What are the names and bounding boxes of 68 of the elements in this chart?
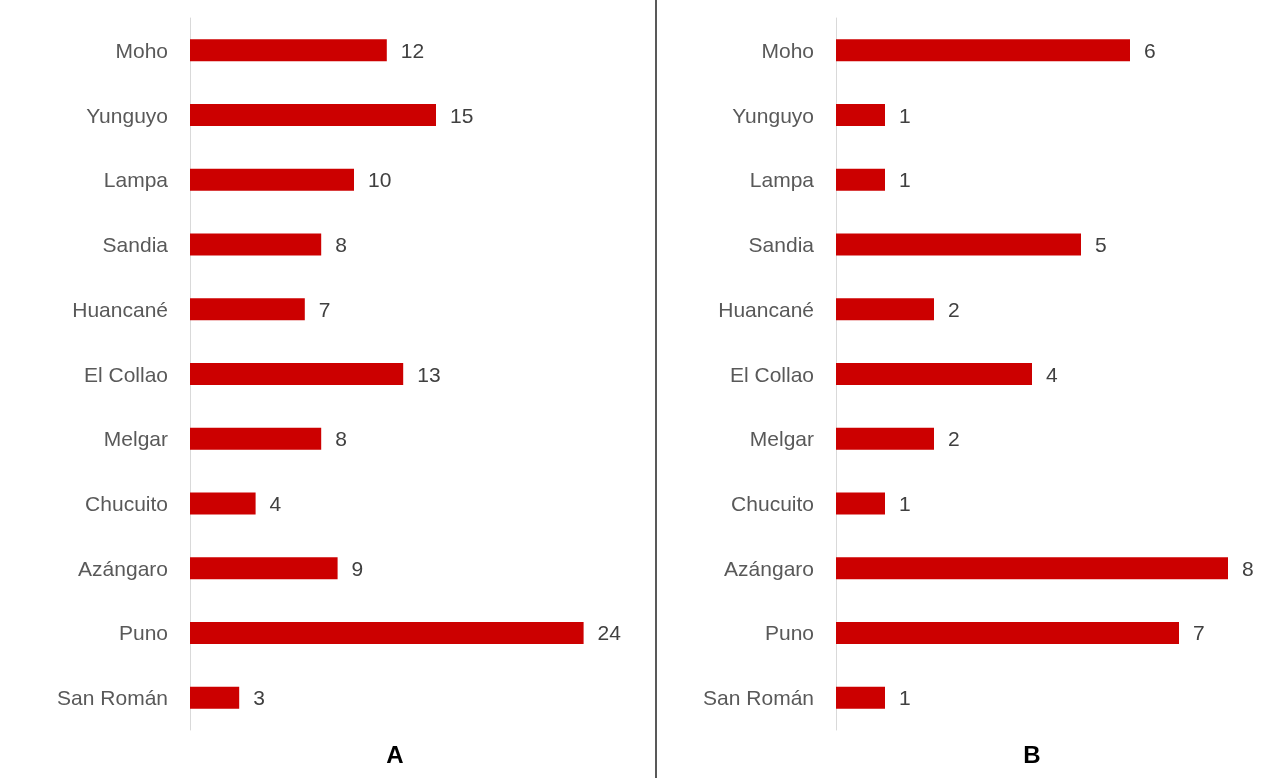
y-tick-label: El Collao xyxy=(83,362,168,386)
bar xyxy=(190,168,354,191)
bar xyxy=(836,168,885,191)
y-tick-label: Moho xyxy=(761,38,814,62)
y-tick-label: El Collao xyxy=(729,362,814,386)
x-axis-title: B xyxy=(1023,740,1041,768)
data-label: 13 xyxy=(417,362,441,386)
y-tick-label: Sandia xyxy=(102,233,169,257)
data-label: 15 xyxy=(450,103,474,127)
data-label: 5 xyxy=(1095,233,1107,257)
y-tick-label: Puno xyxy=(118,621,168,645)
data-label: 10 xyxy=(368,168,392,192)
data-label: 8 xyxy=(335,233,347,257)
bar xyxy=(836,39,1130,62)
bar xyxy=(836,104,885,127)
bar xyxy=(190,363,404,385)
bar xyxy=(190,492,256,515)
y-tick-label: Moho xyxy=(115,38,168,62)
data-label: 24 xyxy=(597,621,622,645)
data-label: 1 xyxy=(899,686,911,710)
y-tick-label: Huancané xyxy=(718,297,814,321)
data-label: 2 xyxy=(948,427,960,451)
y-tick-label: San Román xyxy=(703,686,814,710)
data-label: 7 xyxy=(1193,621,1205,645)
bar xyxy=(836,557,1228,580)
bar xyxy=(836,298,934,321)
data-label: 4 xyxy=(269,491,282,515)
bar xyxy=(836,621,1179,644)
bar xyxy=(190,233,322,256)
y-tick-label: Melgar xyxy=(103,427,168,451)
bar xyxy=(190,686,240,709)
y-tick-label: Chucuito xyxy=(731,491,814,515)
bar xyxy=(190,298,305,321)
y-tick-label: Chucuito xyxy=(85,491,168,515)
y-tick-label: Yunguyo xyxy=(86,103,168,127)
bar xyxy=(190,427,322,450)
bar xyxy=(836,363,1032,385)
y-tick-label: Melgar xyxy=(749,427,814,451)
bar xyxy=(836,686,885,709)
bar xyxy=(836,492,885,515)
data-label: 6 xyxy=(1144,38,1156,62)
data-label: 3 xyxy=(253,686,265,710)
y-tick-label: Yunguyo xyxy=(732,103,814,127)
data-label: 1 xyxy=(899,491,911,515)
data-label: 4 xyxy=(1046,362,1058,386)
x-axis-title: A xyxy=(386,740,404,768)
data-label: 1 xyxy=(899,168,911,192)
y-tick-label: Lampa xyxy=(749,168,815,192)
data-label: 7 xyxy=(318,297,331,321)
y-tick-label: Azángaro xyxy=(724,556,814,580)
bar xyxy=(190,621,584,644)
bar xyxy=(836,427,934,450)
data-label: 2 xyxy=(948,297,960,321)
y-tick-label: San Román xyxy=(57,686,168,710)
y-tick-label: Huancané xyxy=(72,297,168,321)
bar xyxy=(190,39,387,62)
data-label: 8 xyxy=(1242,556,1254,580)
data-label: 1 xyxy=(899,103,911,127)
bar xyxy=(836,233,1081,256)
y-tick-label: Sandia xyxy=(748,233,815,257)
bar xyxy=(190,557,338,580)
data-label: 9 xyxy=(351,556,364,580)
y-tick-label: Azángaro xyxy=(78,556,168,580)
data-label: 8 xyxy=(335,427,347,451)
y-tick-label: Lampa xyxy=(103,168,169,192)
y-tick-label: Puno xyxy=(764,621,814,645)
data-label: 12 xyxy=(400,38,425,62)
bar xyxy=(190,104,436,127)
